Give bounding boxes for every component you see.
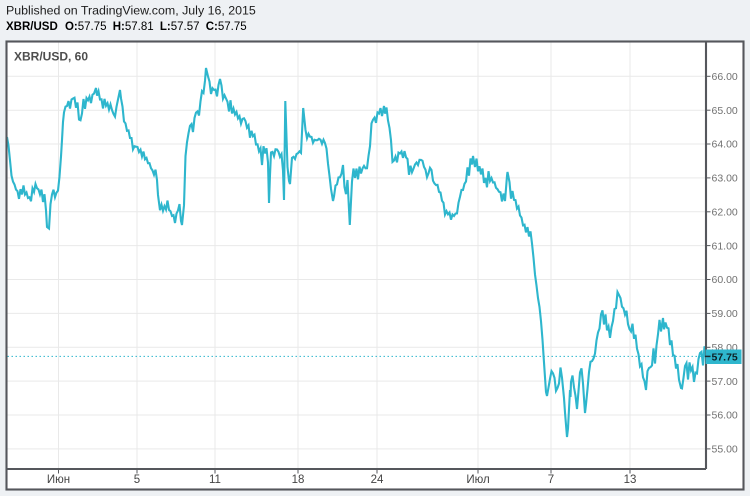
svg-text:13: 13 — [624, 474, 637, 486]
svg-text:65.00: 65.00 — [712, 105, 738, 117]
svg-text:64.00: 64.00 — [712, 139, 738, 151]
svg-text:55.00: 55.00 — [712, 444, 738, 456]
svg-text:66.00: 66.00 — [712, 71, 738, 83]
svg-text:57.75: 57.75 — [712, 351, 738, 363]
svg-text:59.00: 59.00 — [712, 308, 738, 320]
svg-text:18: 18 — [292, 474, 305, 486]
svg-text:5: 5 — [134, 474, 140, 486]
svg-text:11: 11 — [209, 474, 221, 486]
svg-text:57.00: 57.00 — [712, 376, 738, 388]
svg-text:63.00: 63.00 — [712, 173, 738, 185]
svg-text:7: 7 — [548, 474, 554, 486]
svg-text:60.00: 60.00 — [712, 274, 738, 286]
svg-text:XBR/USD, 60: XBR/USD, 60 — [14, 50, 88, 64]
svg-text:24: 24 — [371, 474, 384, 486]
svg-text:62.00: 62.00 — [712, 207, 738, 219]
svg-text:56.00: 56.00 — [712, 410, 738, 422]
svg-text:Июн: Июн — [47, 474, 70, 486]
svg-text:XBR/USD O:57.75 H:57.81 L:57.5: XBR/USD O:57.75 H:57.81 L:57.57 C:57.75 — [6, 21, 247, 33]
svg-text:61.00: 61.00 — [712, 240, 738, 252]
svg-text:Июл: Июл — [466, 474, 489, 486]
svg-text:Published on TradingView.com,: Published on TradingView.com, July 16, 2… — [6, 4, 256, 18]
